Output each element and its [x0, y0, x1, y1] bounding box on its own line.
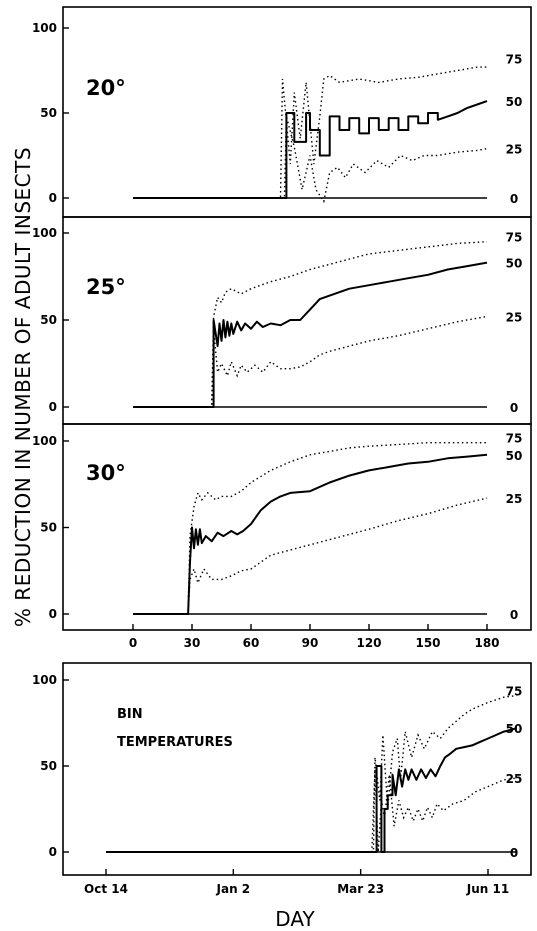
y-tick-label: 0	[49, 845, 57, 859]
panel-4: 0 50 100 75 50 25 0 BIN TEMPERATURES Oct 14 Jan 2 M…	[32, 662, 532, 896]
y-tick-label: 0	[49, 607, 57, 621]
x-axis-label: DAY	[275, 907, 315, 931]
series-label-0: 0	[510, 401, 518, 415]
series-line-50	[133, 261, 488, 408]
x-tick-label: 90	[302, 636, 319, 650]
y-tick-label: 100	[32, 226, 57, 240]
x-tick-label: 150	[415, 636, 440, 650]
y-tick-label: 50	[40, 759, 57, 773]
series-line-50	[133, 100, 488, 199]
x-tick-label: 30	[184, 636, 201, 650]
series-label-25: 25	[506, 772, 523, 786]
x-tick-label: Jan 2	[216, 882, 251, 896]
x-tick-label: Jun 11	[466, 882, 509, 896]
y-tick-label: 100	[32, 673, 57, 687]
y-tick-label: 0	[49, 191, 57, 205]
series-line-25	[106, 769, 517, 853]
panel-3: 0 50 100 75 50 25 0 30° 0 30 60 90 120 150 180	[32, 423, 532, 650]
series-label-50: 50	[506, 449, 523, 463]
y-tick-label: 50	[40, 106, 57, 120]
series-label-0: 0	[510, 192, 518, 206]
series-line-50	[133, 453, 488, 615]
series-label-50: 50	[506, 95, 523, 109]
series-line-75	[133, 241, 488, 408]
plot-frame	[62, 662, 532, 876]
x-tick-label: 60	[243, 636, 260, 650]
panel-2: 0 50 100 75 50 25 0 25°	[32, 216, 532, 425]
series-line-25	[133, 497, 488, 615]
series-label-75: 75	[506, 230, 523, 244]
x-tick-label: Mar 23	[337, 882, 384, 896]
panel-annotation: TEMPERATURES	[117, 735, 233, 750]
x-tick-label: Oct 14	[84, 882, 128, 896]
y-tick-label: 50	[40, 521, 57, 535]
panel-temperature-label: 25°	[86, 275, 126, 299]
series-label-75: 75	[506, 432, 523, 446]
y-tick-label: 100	[32, 21, 57, 35]
series-label-25: 25	[506, 311, 523, 325]
series-label-0: 0	[510, 846, 518, 860]
series-line-75	[133, 442, 487, 615]
series-line-25	[133, 315, 488, 408]
plot-frame	[62, 423, 532, 631]
x-tick-label: 0	[129, 636, 137, 650]
series-line-25	[133, 116, 488, 204]
series-line-75	[106, 694, 517, 853]
y-axis-label: % REDUCTION IN NUMBER OF ADULT INSECTS	[11, 147, 35, 627]
series-label-75: 75	[506, 684, 523, 698]
y-tick-label: 0	[49, 400, 57, 414]
panel-temperature-label: 20°	[86, 76, 126, 100]
panels: 0 50 100 75 50 25 0 20° 0 50 100 75 50 25 0 25° 0 50 100 75…	[32, 6, 532, 896]
series-label-50: 50	[506, 257, 523, 271]
x-tick-label: 120	[356, 636, 381, 650]
series-label-0: 0	[510, 608, 518, 622]
panel-temperature-label: 30°	[86, 461, 126, 485]
panel-annotation: BIN	[117, 707, 143, 722]
series-label-50: 50	[506, 722, 523, 736]
y-tick-label: 50	[40, 313, 57, 327]
series-label-75: 75	[506, 53, 523, 67]
x-tick-label: 180	[474, 636, 499, 650]
y-tick-label: 100	[32, 434, 57, 448]
series-line-75	[133, 66, 487, 199]
panel-1: 0 50 100 75 50 25 0 20°	[32, 6, 532, 218]
series-line-50	[106, 727, 517, 853]
series-label-25: 25	[506, 143, 523, 157]
series-label-25: 25	[506, 492, 523, 506]
